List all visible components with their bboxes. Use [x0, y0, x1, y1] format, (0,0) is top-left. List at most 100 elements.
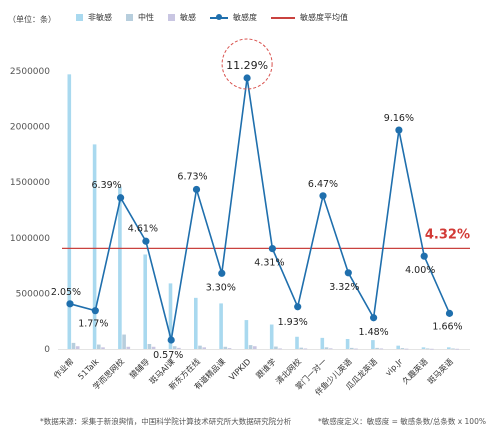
legend-label-sensitivity: 敏感度 — [233, 13, 257, 22]
sensitivity-point — [192, 185, 201, 194]
bar-sensitive — [404, 348, 409, 350]
bar-neutral — [324, 347, 329, 349]
sensitivity-data-label: 4.00% — [405, 265, 435, 276]
bar-neutral — [451, 348, 455, 350]
bar-neutral — [299, 347, 303, 349]
sensitivity-data-label: 1.66% — [432, 321, 462, 332]
bar-neutral — [122, 334, 126, 349]
sensitivity-point — [294, 303, 302, 311]
bar-neutral — [425, 348, 430, 350]
sensitivity-point — [370, 314, 378, 322]
legend-item-neutral: 中性 — [126, 12, 154, 23]
x-tick-label: 51Talk — [76, 357, 101, 382]
bar-neutral — [71, 342, 76, 349]
sensitivity-data-label: 2.05% — [51, 287, 81, 298]
bar-non-sensitive — [244, 320, 249, 349]
sensitivity-point — [395, 126, 403, 134]
bar-sensitive — [202, 347, 206, 349]
legend-swatch-neutral — [126, 14, 133, 21]
bar-neutral — [248, 345, 253, 349]
y-tick-label: 500000 — [16, 289, 51, 299]
bar-sensitive — [126, 346, 131, 349]
legend-label-sensitive: 敏感 — [180, 13, 196, 22]
x-tick-label: 跟谁学 — [254, 356, 278, 380]
y-axis: 0 500000 1000000 1500000 2000000 2500000 — [10, 67, 470, 355]
sensitivity-data-label: 9.16% — [384, 113, 414, 124]
bar-non-sensitive — [421, 347, 426, 349]
unit-label: （单位：条） — [8, 15, 56, 24]
bar-non-sensitive — [269, 324, 274, 349]
bar-non-sensitive — [67, 74, 72, 349]
sensitivity-point — [117, 194, 125, 202]
bar-neutral — [198, 345, 202, 349]
legend-item-sensitivity: 敏感度 — [210, 12, 257, 23]
footnote-source: *数据来源：采集于新浪舆情，中国科学院计算技术研究所大数据研究院分析 — [40, 417, 292, 426]
bar-sensitive — [303, 348, 308, 350]
sensitivity-data-label: 0.57% — [153, 350, 183, 361]
sensitivity-data-label: 3.32% — [329, 282, 359, 293]
sensitivity-data-label: 1.77% — [78, 319, 108, 330]
sensitivity-point — [142, 237, 150, 245]
legend: 非敏感 中性 敏感 敏感度 敏感度平均值 — [76, 12, 362, 23]
bar-neutral — [375, 347, 379, 349]
bar-neutral — [223, 346, 228, 349]
legend-item-non-sensitive: 非敏感 — [76, 12, 112, 23]
sensitivity-point — [445, 309, 454, 317]
bar-non-sensitive — [396, 345, 400, 349]
bar-non-sensitive — [219, 303, 223, 349]
sensitivity-data-label: 6.39% — [92, 180, 122, 191]
sensitivity-data-label: 11.29% — [226, 59, 268, 72]
legend-label-non-sensitive: 非敏感 — [88, 13, 112, 22]
legend-item-sensitive: 敏感 — [168, 12, 196, 23]
average-line-group: 4.32% — [62, 227, 470, 249]
x-tick-label: 作业帮 — [51, 356, 75, 380]
legend-swatch-non-sensitive — [76, 14, 83, 21]
sensitivity-point — [420, 252, 428, 260]
sensitivity-data-label: 6.47% — [308, 179, 338, 190]
bar-sensitive — [379, 348, 384, 350]
legend-label-neutral: 中性 — [138, 13, 154, 22]
sensitivity-point — [344, 269, 352, 277]
bar-neutral — [147, 343, 152, 349]
y-tick-label: 0 — [44, 345, 50, 355]
x-tick-label: 斑马英语 — [425, 356, 455, 386]
legend-item-average: 敏感度平均值 — [271, 12, 348, 23]
sensitivity-point — [319, 192, 327, 200]
bar-sensitive — [253, 346, 257, 349]
sensitivity-data-label: 1.48% — [359, 327, 389, 338]
bar-sensitive — [177, 347, 181, 349]
sensitivity-point — [66, 300, 74, 308]
bar-sensitive — [354, 348, 358, 350]
sensitivity-point — [268, 244, 276, 253]
x-tick-label: 久趣英语 — [400, 356, 430, 386]
sensitivity-point — [243, 74, 251, 82]
x-tick-label: 猿辅导 — [127, 356, 151, 380]
y-tick-label: 2500000 — [10, 67, 50, 77]
sensitivity-data-label: 4.31% — [254, 258, 284, 269]
bar-non-sensitive — [168, 283, 173, 349]
bar-non-sensitive — [371, 340, 375, 349]
bar-neutral — [97, 344, 101, 349]
sensitivity-data-label: 1.93% — [278, 317, 308, 328]
bar-sensitive — [328, 348, 333, 350]
bar-sensitive — [75, 346, 80, 349]
bar-series — [67, 74, 459, 350]
bar-non-sensitive — [320, 337, 325, 349]
bar-non-sensitive — [92, 144, 97, 349]
footnote-definition: *敏感度定义：敏感度 = 敏感条数/总条数 x 100% — [318, 417, 486, 426]
sensitivity-data-label: 3.30% — [206, 282, 236, 293]
bar-neutral — [274, 346, 278, 349]
bar-sensitive — [278, 348, 282, 350]
x-tick-label: VIPKID — [227, 357, 252, 382]
y-tick-label: 2000000 — [10, 123, 50, 133]
highlight-circle — [221, 38, 273, 90]
x-tick-label: vip.Jr — [384, 357, 405, 378]
y-tick-label: 1000000 — [10, 234, 50, 244]
legend-label-average: 敏感度平均值 — [300, 13, 348, 22]
bar-non-sensitive — [118, 186, 122, 349]
bar-neutral — [350, 347, 354, 349]
bar-sensitive — [151, 346, 156, 349]
sensitivity-point — [91, 307, 99, 315]
